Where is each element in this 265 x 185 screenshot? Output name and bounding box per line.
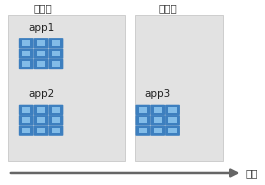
FancyBboxPatch shape xyxy=(22,61,30,67)
FancyBboxPatch shape xyxy=(135,125,150,136)
FancyBboxPatch shape xyxy=(52,117,60,123)
FancyBboxPatch shape xyxy=(154,117,162,123)
FancyBboxPatch shape xyxy=(37,51,45,56)
Text: 批处理: 批处理 xyxy=(33,3,52,13)
FancyBboxPatch shape xyxy=(48,115,63,125)
FancyBboxPatch shape xyxy=(48,105,63,115)
FancyBboxPatch shape xyxy=(19,48,34,59)
FancyBboxPatch shape xyxy=(154,107,162,113)
FancyBboxPatch shape xyxy=(19,38,34,48)
FancyBboxPatch shape xyxy=(139,107,147,113)
FancyBboxPatch shape xyxy=(48,48,63,59)
FancyBboxPatch shape xyxy=(48,125,63,136)
FancyBboxPatch shape xyxy=(22,107,30,113)
FancyBboxPatch shape xyxy=(52,41,60,46)
FancyBboxPatch shape xyxy=(37,117,45,123)
FancyBboxPatch shape xyxy=(154,128,162,133)
FancyBboxPatch shape xyxy=(22,117,30,123)
FancyBboxPatch shape xyxy=(165,105,180,115)
FancyBboxPatch shape xyxy=(139,128,147,133)
FancyBboxPatch shape xyxy=(150,125,165,136)
FancyBboxPatch shape xyxy=(165,115,180,125)
FancyBboxPatch shape xyxy=(37,128,45,133)
FancyBboxPatch shape xyxy=(19,59,34,69)
FancyBboxPatch shape xyxy=(139,117,147,123)
Text: app2: app2 xyxy=(28,89,54,99)
Text: app1: app1 xyxy=(28,23,54,33)
Text: app3: app3 xyxy=(144,89,171,99)
FancyBboxPatch shape xyxy=(52,51,60,56)
FancyBboxPatch shape xyxy=(22,51,30,56)
FancyBboxPatch shape xyxy=(150,105,165,115)
FancyBboxPatch shape xyxy=(34,59,48,69)
FancyBboxPatch shape xyxy=(150,115,165,125)
FancyBboxPatch shape xyxy=(135,105,150,115)
FancyBboxPatch shape xyxy=(169,128,176,133)
FancyBboxPatch shape xyxy=(52,128,60,133)
FancyBboxPatch shape xyxy=(48,59,63,69)
FancyBboxPatch shape xyxy=(34,115,48,125)
FancyBboxPatch shape xyxy=(37,41,45,46)
FancyBboxPatch shape xyxy=(22,41,30,46)
FancyBboxPatch shape xyxy=(34,38,48,48)
FancyBboxPatch shape xyxy=(52,61,60,67)
FancyBboxPatch shape xyxy=(37,107,45,113)
FancyBboxPatch shape xyxy=(135,15,223,161)
Text: 批处理: 批处理 xyxy=(159,3,178,13)
FancyBboxPatch shape xyxy=(34,125,48,136)
FancyBboxPatch shape xyxy=(34,105,48,115)
FancyBboxPatch shape xyxy=(34,48,48,59)
FancyBboxPatch shape xyxy=(19,105,34,115)
FancyBboxPatch shape xyxy=(165,125,180,136)
FancyBboxPatch shape xyxy=(135,115,150,125)
FancyBboxPatch shape xyxy=(19,125,34,136)
FancyBboxPatch shape xyxy=(52,107,60,113)
FancyBboxPatch shape xyxy=(48,38,63,48)
FancyBboxPatch shape xyxy=(22,128,30,133)
FancyBboxPatch shape xyxy=(169,107,176,113)
Text: 时间: 时间 xyxy=(245,168,258,178)
FancyBboxPatch shape xyxy=(8,15,125,161)
FancyBboxPatch shape xyxy=(19,115,34,125)
FancyBboxPatch shape xyxy=(37,61,45,67)
FancyBboxPatch shape xyxy=(169,117,176,123)
